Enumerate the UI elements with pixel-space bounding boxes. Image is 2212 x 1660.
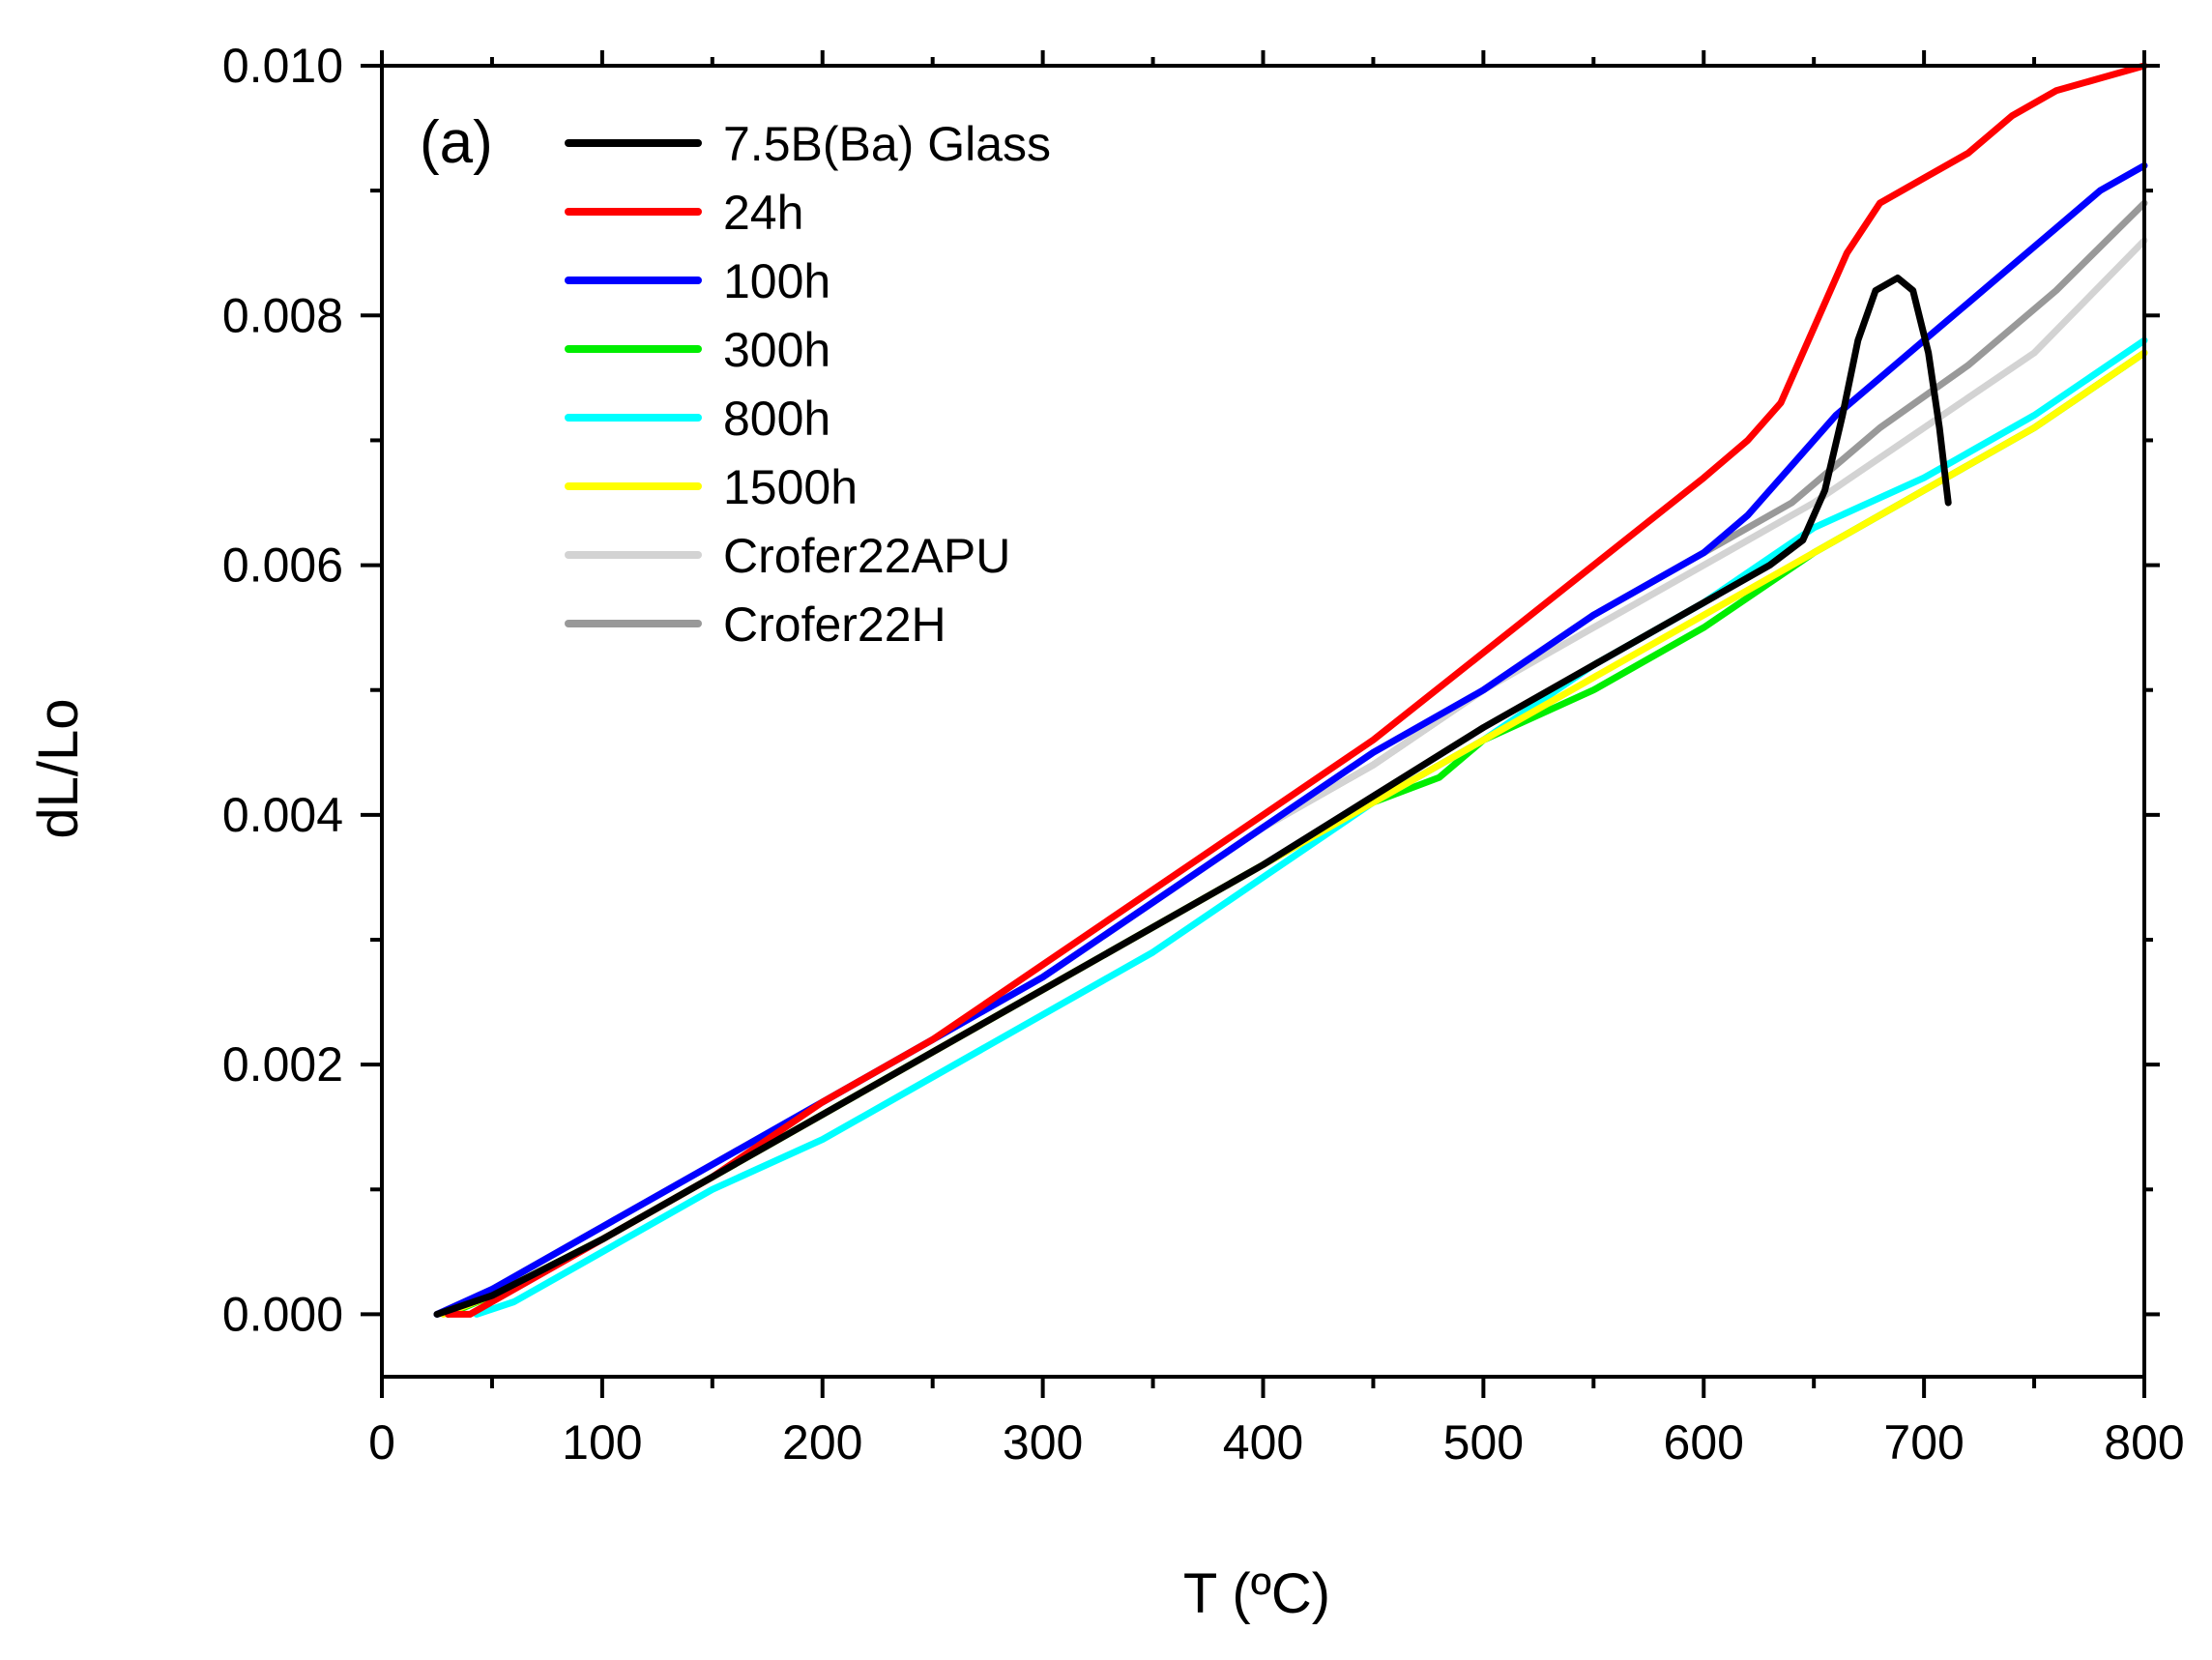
y-tick-label: 0.000: [222, 1287, 343, 1341]
series-layer: [433, 62, 2148, 1318]
y-tick-label: 0.010: [222, 39, 343, 93]
plot-frame: [380, 64, 2146, 1379]
y-tick-label: 0.008: [222, 288, 343, 342]
y-axis-title: dL/Lo: [27, 698, 90, 838]
series-line-24h: [444, 62, 2148, 1318]
series-line-800h: [473, 336, 2148, 1318]
legend-label: 800h: [723, 392, 830, 446]
legend-label: Crofer22APU: [723, 529, 1010, 583]
legend-label: 1500h: [723, 460, 858, 514]
y-tick-label: 0.004: [222, 788, 343, 842]
x-tick-label: 0: [368, 1415, 395, 1470]
legend-label: 100h: [723, 254, 830, 308]
y-tick-label: 0.002: [222, 1037, 343, 1092]
x-axis-title: T (ºC): [1183, 1562, 1330, 1625]
series-line-100h: [433, 161, 2148, 1318]
panel-label: (a): [420, 109, 493, 176]
legend: 7.5B(Ba) Glass 24h 100h 300h 800h 1500h Crofer…: [565, 117, 1051, 652]
legend-label: 7.5B(Ba) Glass: [723, 117, 1051, 171]
series-line-crofer22apu: [433, 237, 2148, 1318]
series-line-7-5b-ba-glass: [433, 275, 1952, 1318]
legend-label: 24h: [723, 186, 803, 240]
x-tick-label: 200: [782, 1415, 862, 1470]
x-tick-label: 300: [1003, 1415, 1083, 1470]
x-tick-label: 800: [2104, 1415, 2184, 1470]
legend-label: 300h: [723, 323, 830, 377]
ticks-layer: 0 100 200 300 400 500 600 700 800 0.000 0.002 0.004…: [222, 39, 2185, 1470]
x-tick-label: 600: [1664, 1415, 1744, 1470]
x-tick-label: 100: [562, 1415, 642, 1470]
x-tick-label: 700: [1883, 1415, 1964, 1470]
x-tick-label: 400: [1223, 1415, 1303, 1470]
y-tick-label: 0.006: [222, 539, 343, 593]
x-tick-label: 500: [1443, 1415, 1524, 1470]
legend-label: Crofer22H: [723, 597, 946, 652]
